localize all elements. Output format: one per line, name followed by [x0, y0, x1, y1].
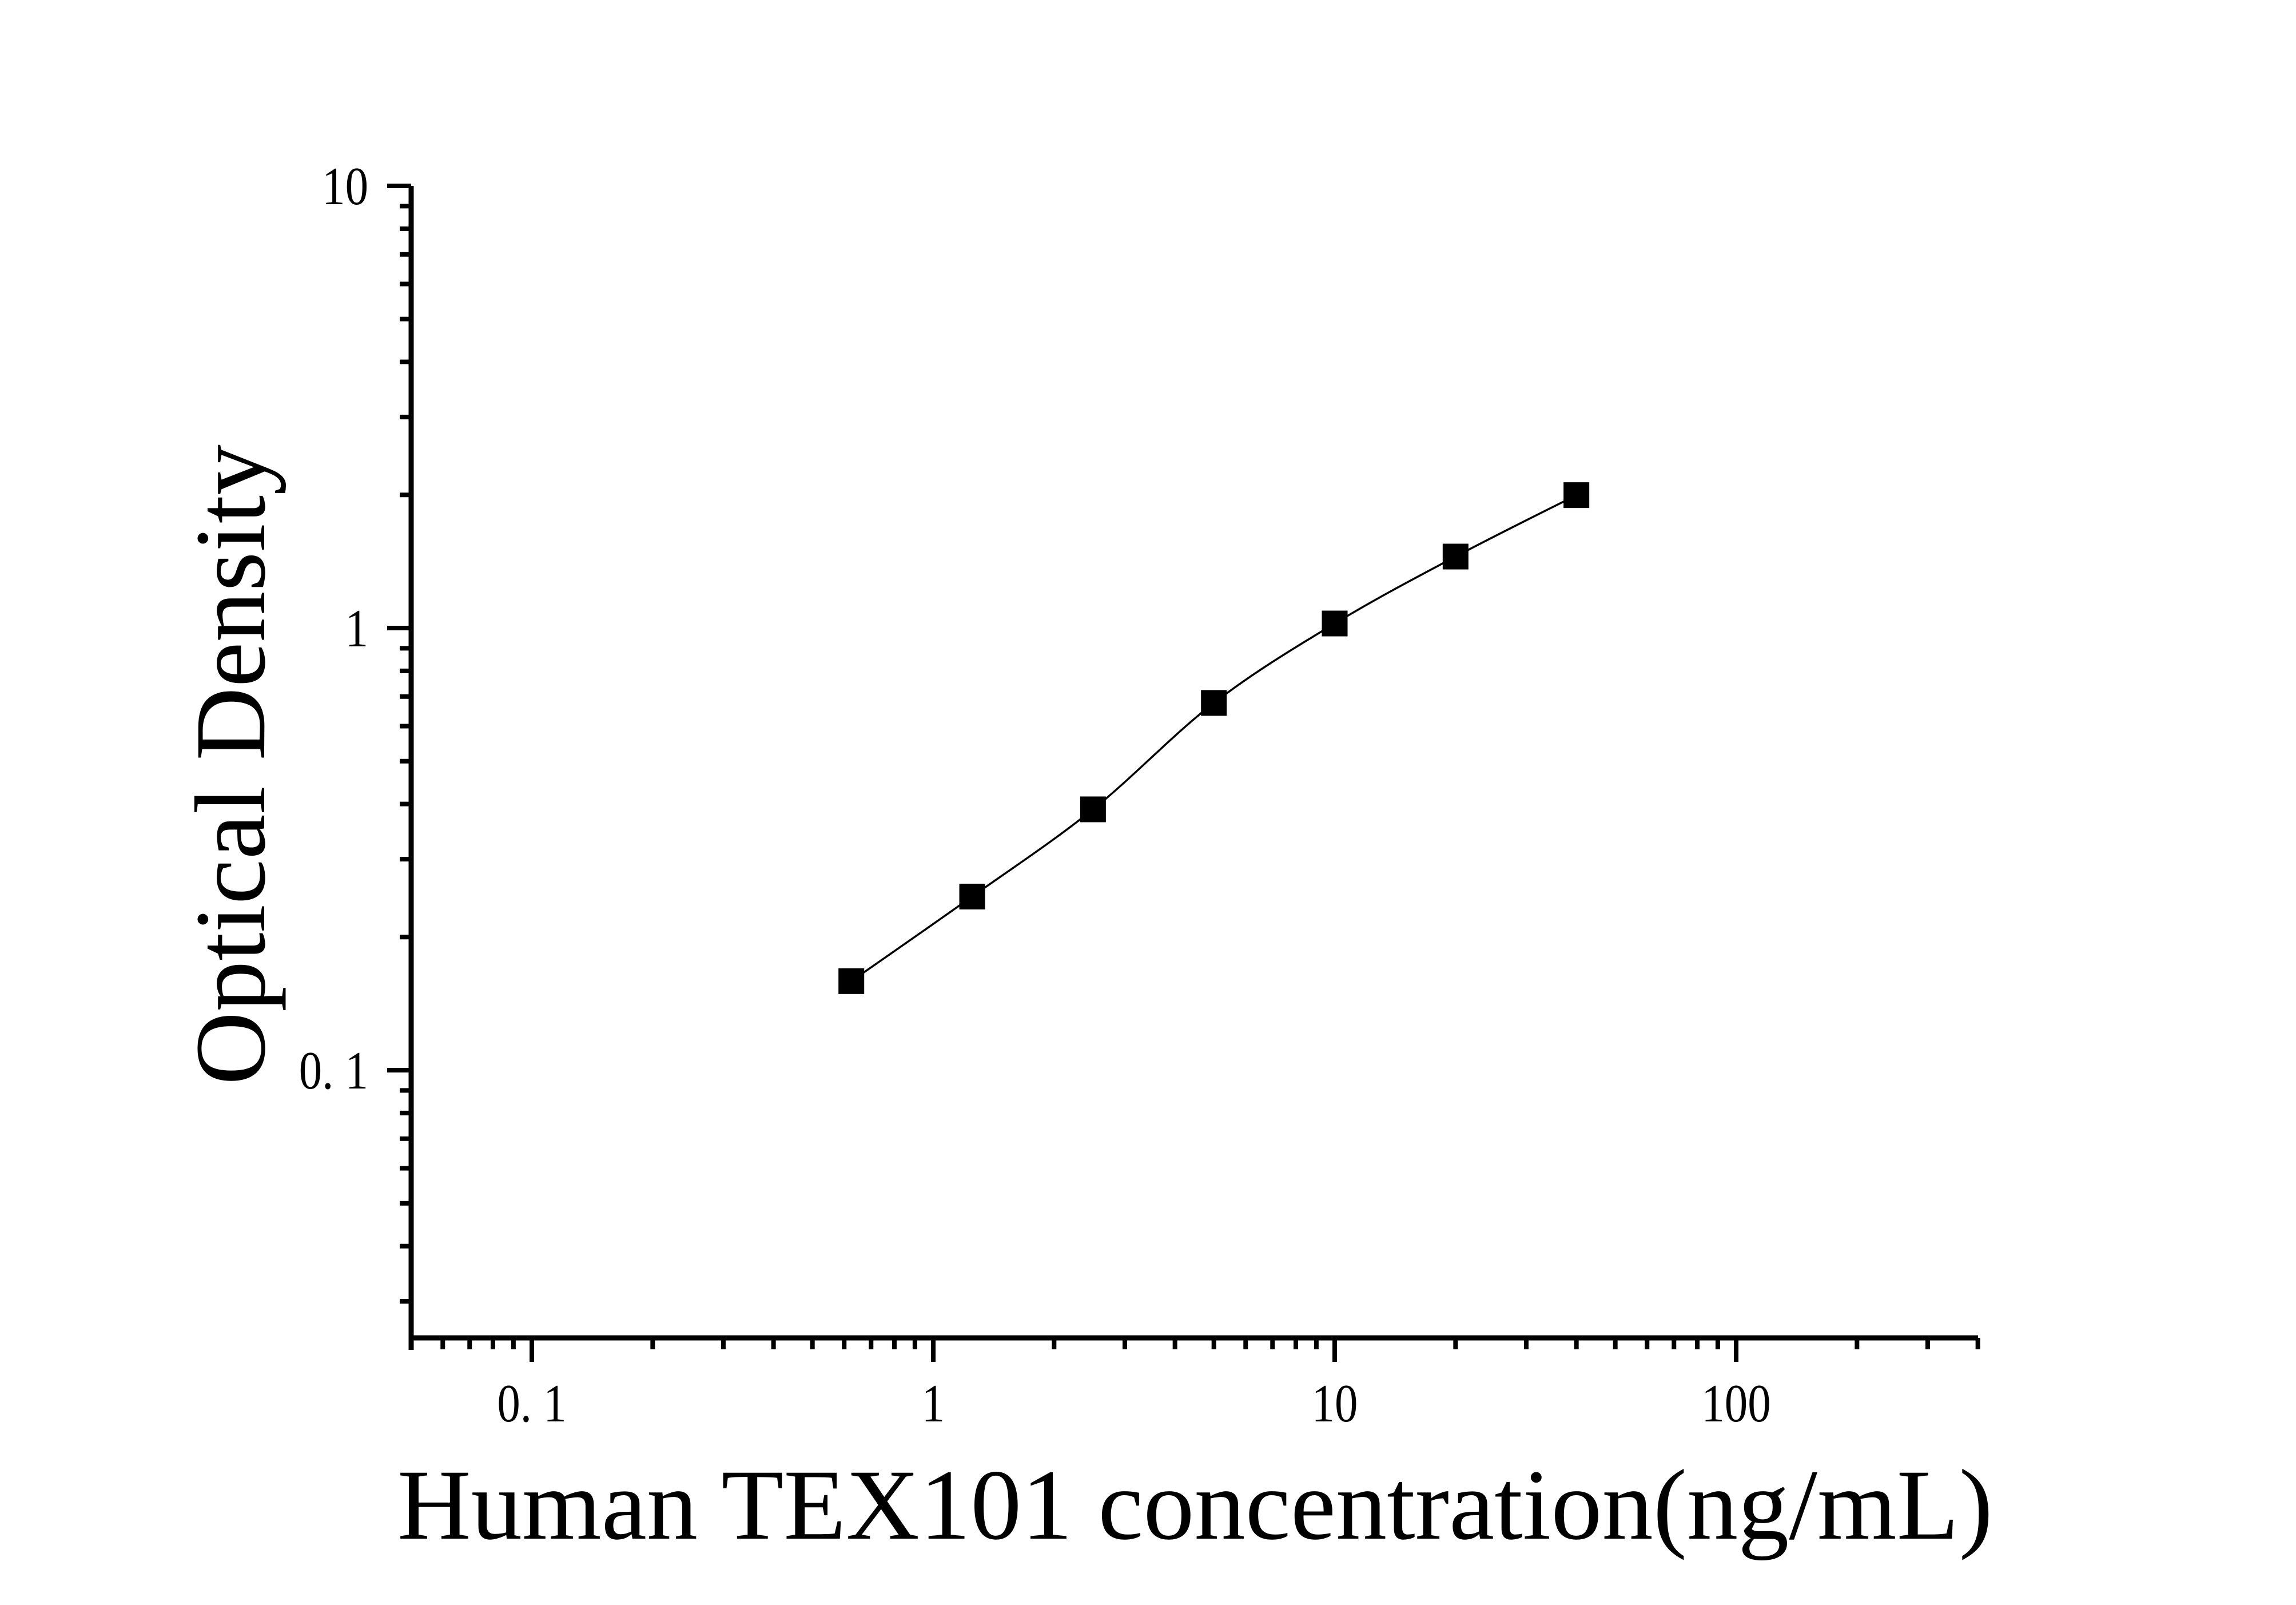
x-tick-label: 0. 1: [497, 1373, 566, 1433]
data-point-marker: [1563, 482, 1590, 508]
data-point-marker: [838, 968, 865, 994]
y-tick-label-group: 0. 1: [299, 1040, 368, 1100]
x-tick-label-group: 1: [922, 1373, 945, 1433]
x-tick-label: 100: [1701, 1373, 1770, 1433]
data-point-marker: [1322, 610, 1348, 637]
x-tick-label-group: 0. 1: [497, 1373, 566, 1433]
y-tick-label: 0. 1: [299, 1040, 368, 1100]
y-axis-title: Optical Density: [175, 444, 286, 1085]
x-tick-label: 10: [1312, 1373, 1358, 1433]
data-point-marker: [959, 883, 985, 909]
data-series: [838, 482, 1590, 994]
axes: [408, 186, 1978, 1350]
data-point-marker: [1080, 796, 1106, 823]
data-point-marker: [1442, 543, 1469, 570]
x-tick-label-group: 100: [1701, 1373, 1770, 1433]
y-tick-label-group: 10: [322, 156, 368, 216]
x-axis-title: Human TEX101 concentration(ng/mL): [397, 1449, 1993, 1561]
x-tick-label-group: 10: [1312, 1373, 1358, 1433]
y-tick-label-group: 1: [345, 598, 368, 658]
data-point-marker: [1201, 690, 1227, 716]
tick-labels: 0. 1 1 10 100 10 1 0. 1: [299, 156, 1771, 1433]
axis-titles: Human TEX101 concentration(ng/mL) Optica…: [175, 444, 1993, 1561]
x-tick-label: 1: [922, 1373, 945, 1433]
y-tick-label: 10: [322, 156, 368, 216]
axis-ticks: [387, 184, 1980, 1362]
y-tick-label: 1: [345, 598, 368, 658]
